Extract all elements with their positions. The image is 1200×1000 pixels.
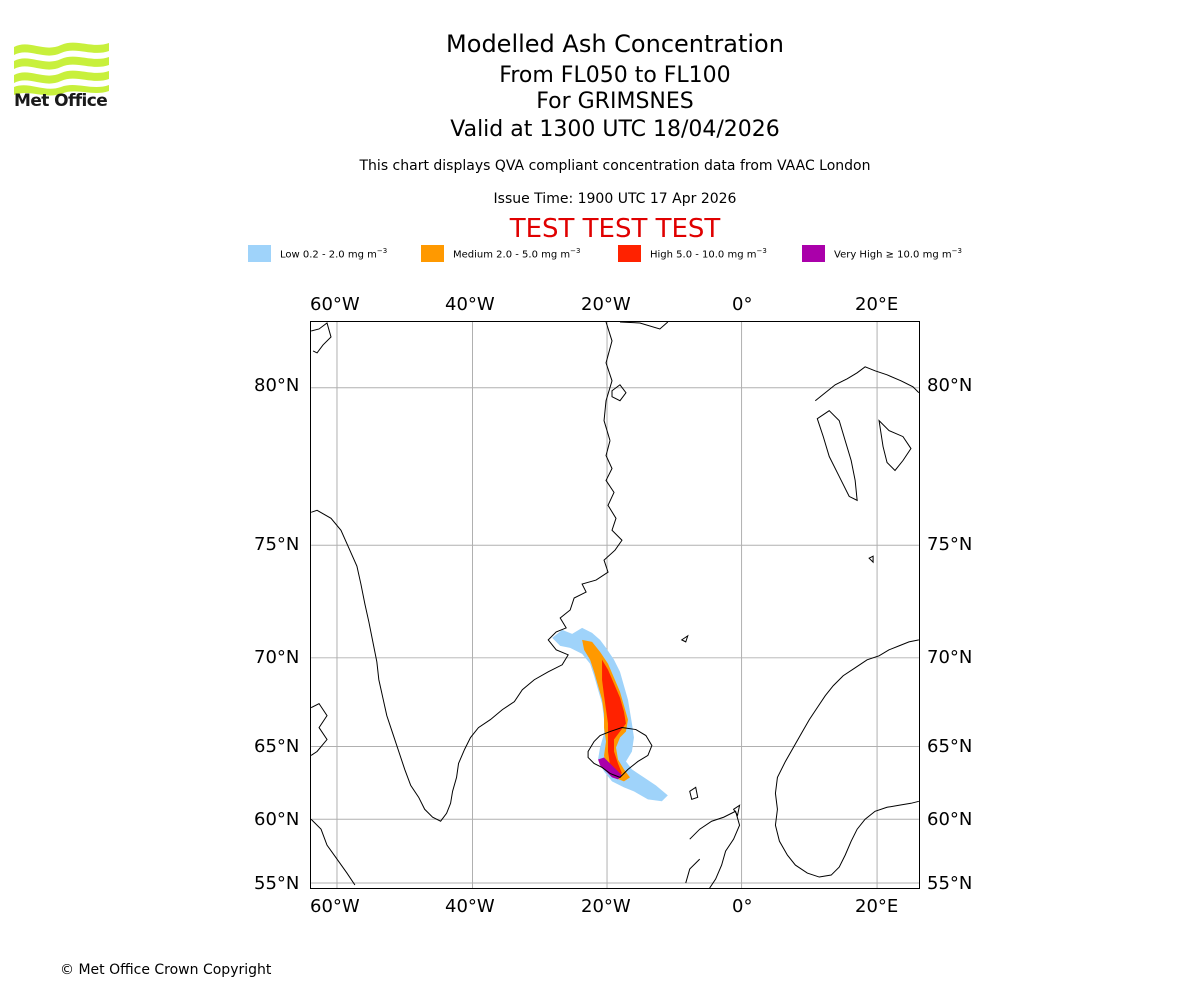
lon-tick-bottom-0: 0°: [732, 896, 753, 917]
met-office-logo: [14, 42, 109, 96]
lat-tick-right-55n: 55°N: [927, 873, 973, 894]
lat-tick-left-75n: 75°N: [254, 534, 300, 555]
legend-swatch-medium: [421, 245, 444, 262]
lat-tick-left-70n: 70°N: [254, 647, 300, 668]
coast-iceland: [587, 727, 653, 778]
lat-tick-right-65n: 65°N: [927, 736, 973, 757]
coast-greenland-northeast: [603, 322, 669, 441]
legend-swatch-very-high: [802, 245, 825, 262]
legend-exp-very-high: −3: [951, 247, 962, 255]
chart-title: Modelled Ash Concentration: [446, 30, 784, 58]
test-banner: TEST TEST TEST: [509, 214, 721, 244]
legend-exp-low: −3: [376, 247, 388, 255]
issue-time: Issue Time: 1900 UTC 17 Apr 2026: [493, 191, 737, 207]
lon-tick-bottom-60w: 60°W: [310, 896, 360, 917]
lat-tick-right-80n: 80°N: [927, 375, 973, 396]
lon-tick-bottom-20e: 20°E: [855, 896, 899, 917]
lon-tick-bottom-20w: 20°W: [581, 896, 631, 917]
lat-tick-left-65n: 65°N: [254, 736, 300, 757]
legend-exp-high: −3: [756, 247, 767, 255]
lon-tick-top-60w: 60°W: [310, 294, 360, 315]
lon-tick-top-40w: 40°W: [445, 294, 495, 315]
ash-plume: [552, 627, 668, 802]
lon-tick-top-20e: 20°E: [855, 294, 899, 315]
lat-tick-left-80n: 80°N: [254, 375, 300, 396]
lat-tick-right-70n: 70°N: [927, 647, 973, 668]
lon-tick-top-20w: 20°W: [581, 294, 631, 315]
compliance-note: This chart displays QVA compliant concen…: [359, 158, 871, 174]
lat-tick-left-55n: 55°N: [254, 873, 300, 894]
lon-tick-bottom-40w: 40°W: [445, 896, 495, 917]
coast-greenland-island: [611, 384, 627, 402]
graticule: [311, 322, 919, 888]
valid-time: Valid at 1300 UTC 18/04/2026: [450, 117, 780, 142]
legend-label-low: Low 0.2 - 2.0 mg m: [280, 249, 377, 261]
logo-text: Met Office: [14, 91, 108, 111]
ash-high: [602, 659, 626, 776]
legend-swatch-high: [618, 245, 641, 262]
lat-tick-right-75n: 75°N: [927, 534, 973, 555]
coast-norway: [774, 639, 919, 878]
coast-britain-northeast: [732, 804, 741, 817]
legend-exp-medium: −3: [570, 247, 581, 255]
copyright: © Met Office Crown Copyright: [60, 962, 272, 978]
lon-tick-top-0: 0°: [732, 294, 753, 315]
lat-tick-left-60n: 60°N: [254, 809, 300, 830]
coast-greenland-north: [311, 322, 332, 354]
coast-labrador: [311, 703, 356, 886]
coast-jan-mayen: [680, 634, 689, 643]
ash-medium: [582, 639, 630, 782]
ash-map[interactable]: [310, 321, 920, 889]
legend-label-medium: Medium 2.0 - 5.0 mg m: [453, 249, 571, 261]
flight-levels: From FL050 to FL100: [499, 63, 731, 88]
legend-label-very-high: Very High ≥ 10.0 mg m: [834, 249, 952, 261]
coast-faroe: [689, 786, 699, 800]
coast-britain-north: [685, 810, 741, 888]
volcano-name: For GRIMSNES: [536, 89, 694, 114]
coast-svalbard: [814, 366, 919, 502]
ash-very-high: [598, 757, 622, 780]
coast-greenland-east: [311, 440, 623, 822]
legend-label-high: High 5.0 - 10.0 mg m: [650, 249, 757, 261]
legend-swatch-low: [248, 245, 271, 262]
coastlines: [311, 322, 919, 888]
coast-bear-island: [868, 555, 874, 564]
lat-tick-right-60n: 60°N: [927, 809, 973, 830]
